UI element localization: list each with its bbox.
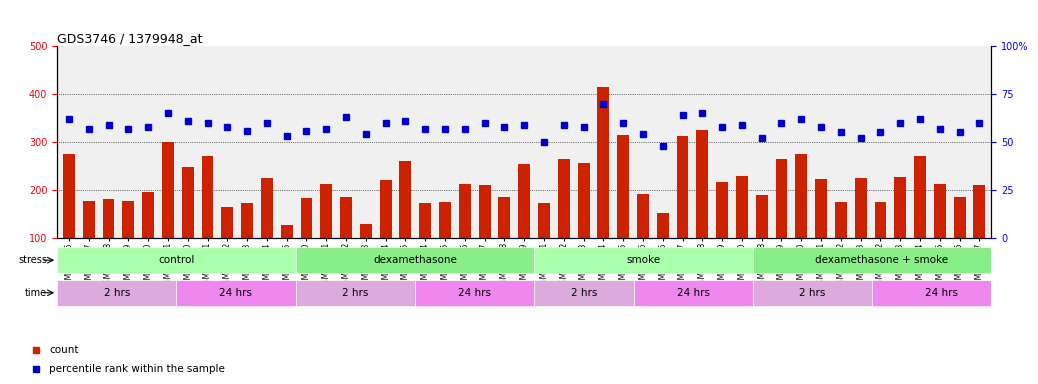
Text: 2 hrs: 2 hrs — [343, 288, 368, 298]
Bar — [459, 184, 471, 286]
Bar — [518, 164, 530, 286]
Bar — [835, 202, 847, 286]
FancyBboxPatch shape — [535, 280, 633, 306]
Text: dexamethasone: dexamethasone — [373, 255, 457, 265]
FancyBboxPatch shape — [57, 247, 296, 273]
Bar — [380, 180, 391, 286]
Bar — [775, 159, 788, 286]
Bar — [815, 179, 827, 286]
Text: 24 hrs: 24 hrs — [925, 288, 958, 298]
Bar — [498, 197, 511, 286]
Text: count: count — [50, 345, 79, 355]
Bar — [557, 159, 570, 286]
FancyBboxPatch shape — [296, 280, 415, 306]
Bar — [677, 136, 688, 286]
FancyBboxPatch shape — [753, 247, 1011, 273]
Bar — [538, 203, 550, 286]
Bar — [201, 156, 214, 286]
Text: 2 hrs: 2 hrs — [104, 288, 130, 298]
Bar — [321, 184, 332, 286]
Bar — [103, 199, 114, 286]
Bar — [261, 178, 273, 286]
Bar — [83, 200, 94, 286]
Text: time: time — [25, 288, 47, 298]
Bar — [954, 197, 965, 286]
Text: 2 hrs: 2 hrs — [799, 288, 825, 298]
Bar — [618, 135, 629, 286]
Text: 24 hrs: 24 hrs — [458, 288, 491, 298]
Bar — [63, 154, 75, 286]
Bar — [716, 182, 728, 286]
Bar — [439, 202, 450, 286]
Text: percentile rank within the sample: percentile rank within the sample — [50, 364, 225, 374]
Bar — [241, 203, 253, 286]
Bar — [280, 225, 293, 286]
Text: 24 hrs: 24 hrs — [677, 288, 710, 298]
Bar — [914, 157, 926, 286]
FancyBboxPatch shape — [415, 280, 535, 306]
Bar — [419, 203, 431, 286]
Text: 2 hrs: 2 hrs — [571, 288, 597, 298]
FancyBboxPatch shape — [57, 280, 176, 306]
Bar — [795, 154, 808, 286]
Text: smoke: smoke — [626, 255, 660, 265]
FancyBboxPatch shape — [296, 247, 535, 273]
Bar — [122, 200, 134, 286]
FancyBboxPatch shape — [176, 280, 296, 306]
Bar — [162, 142, 173, 286]
Bar — [895, 177, 906, 286]
Bar — [934, 184, 946, 286]
Bar — [577, 163, 590, 286]
Text: control: control — [158, 255, 194, 265]
FancyBboxPatch shape — [872, 280, 1011, 306]
Text: GDS3746 / 1379948_at: GDS3746 / 1379948_at — [57, 32, 202, 45]
Text: stress: stress — [18, 255, 47, 265]
Bar — [479, 185, 491, 286]
FancyBboxPatch shape — [633, 280, 753, 306]
Bar — [221, 207, 234, 286]
FancyBboxPatch shape — [535, 247, 753, 273]
Bar — [974, 185, 985, 286]
Bar — [756, 195, 768, 286]
Bar — [657, 213, 668, 286]
Text: 24 hrs: 24 hrs — [219, 288, 252, 298]
Bar — [598, 87, 609, 286]
Bar — [637, 194, 649, 286]
Bar — [340, 197, 352, 286]
Bar — [696, 130, 708, 286]
Bar — [874, 202, 886, 286]
Bar — [182, 167, 194, 286]
FancyBboxPatch shape — [753, 280, 872, 306]
Bar — [854, 178, 867, 286]
Bar — [301, 198, 312, 286]
Text: dexamethasone + smoke: dexamethasone + smoke — [816, 255, 949, 265]
Bar — [736, 176, 747, 286]
Bar — [360, 223, 372, 286]
Bar — [400, 161, 411, 286]
Bar — [142, 192, 154, 286]
